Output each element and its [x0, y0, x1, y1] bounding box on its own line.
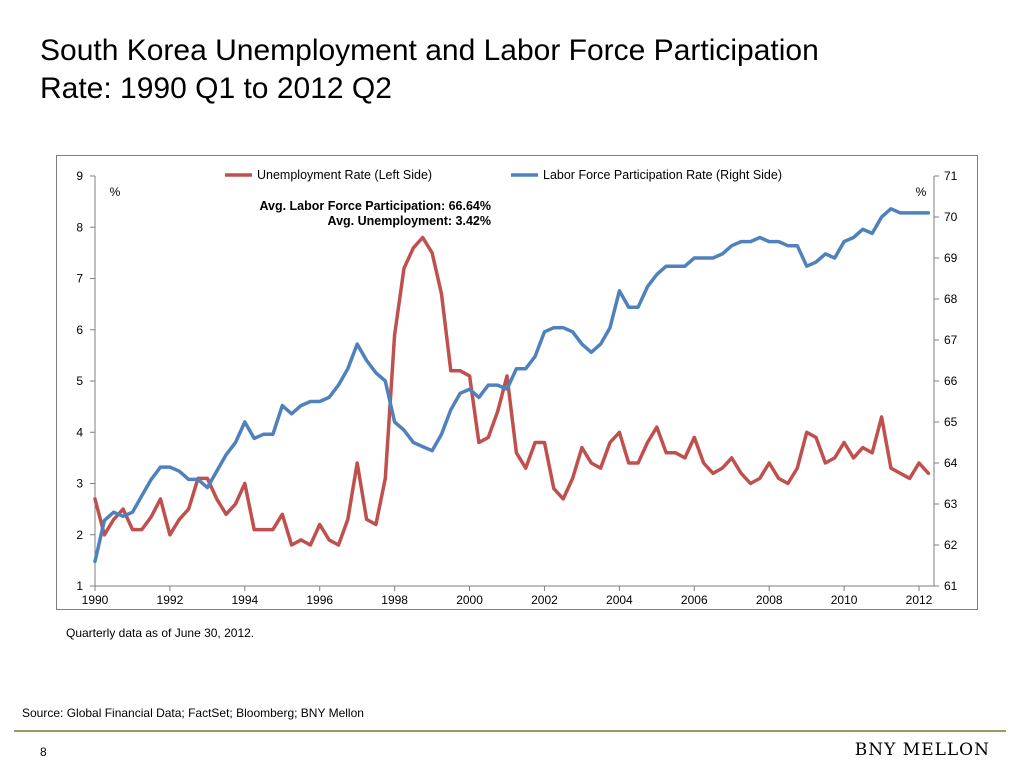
slide-title: South Korea Unemployment and Labor Force…	[40, 32, 1000, 108]
slide-title-line1: South Korea Unemployment and Labor Force…	[40, 34, 819, 67]
right-axis-tick-label: 61	[944, 579, 958, 593]
x-axis-tick-label: 1998	[381, 593, 408, 607]
x-axis-tick-label: 2006	[681, 593, 708, 607]
right-axis-tick-label: 69	[944, 251, 958, 265]
left-axis-tick-label: 7	[76, 272, 83, 286]
right-axis-tick-label: 65	[944, 415, 958, 429]
x-axis-tick-label: 2002	[531, 593, 558, 607]
page-number: 8	[40, 745, 47, 759]
labor-force-participation-line	[93, 207, 931, 564]
right-axis-tick-label: 71	[944, 169, 958, 183]
left-axis-tick-label: 3	[76, 477, 83, 491]
x-axis-tick-label: 2000	[456, 593, 483, 607]
right-axis-tick-label: 70	[944, 210, 958, 224]
x-axis-tick-label: 2008	[756, 593, 783, 607]
x-axis-tick-label: 2004	[606, 593, 633, 607]
right-axis-tick-label: 62	[944, 538, 958, 552]
x-axis-tick-label: 2010	[831, 593, 858, 607]
avg-labor-force-annotation: Avg. Labor Force Participation: 66.64%	[259, 199, 491, 213]
right-axis-tick-label: 66	[944, 374, 958, 388]
data-note: Quarterly data as of June 30, 2012.	[66, 626, 255, 640]
slide-title-line2: Rate: 1990 Q1 to 2012 Q2	[40, 72, 392, 105]
x-axis-tick-label: 2012	[906, 593, 933, 607]
legend-unemployment-label: Unemployment Rate (Left Side)	[257, 168, 432, 182]
left-axis-tick-label: 4	[76, 425, 83, 439]
right-axis-unit-label: %	[916, 185, 927, 199]
avg-unemployment-annotation: Avg. Unemployment: 3.42%	[328, 214, 491, 228]
left-axis-tick-label: 9	[76, 169, 83, 183]
left-axis-tick-label: 6	[76, 323, 83, 337]
chart-frame: 1 2 3 4 5 6 7 8 9 61 62 63 64 65 66 67 68 69 70 71 1990 1992 1…	[56, 155, 978, 610]
x-axis-tick-label: 1996	[306, 593, 333, 607]
left-axis-tick-label: 8	[76, 220, 83, 234]
left-axis-tick-label: 2	[76, 528, 83, 542]
footer-divider	[14, 730, 1006, 732]
right-axis-tick-label: 67	[944, 333, 958, 347]
x-axis-tick-label: 1990	[82, 593, 109, 607]
x-axis-tick-label: 1992	[157, 593, 184, 607]
unemployment-rate-line	[93, 235, 931, 547]
legend-labor-force-label: Labor Force Participation Rate (Right Si…	[543, 168, 782, 182]
right-axis-tick-label: 63	[944, 497, 958, 511]
left-axis-tick-label: 5	[76, 374, 83, 388]
right-axis-tick-label: 68	[944, 292, 958, 306]
left-axis-tick-label: 1	[76, 579, 83, 593]
left-axis-unit-label: %	[110, 185, 121, 199]
source-note: Source: Global Financial Data; FactSet; …	[22, 706, 364, 720]
x-axis-tick-label: 1994	[231, 593, 258, 607]
bny-mellon-logo: BNY MELLON	[854, 740, 990, 760]
right-axis-tick-label: 64	[944, 456, 958, 470]
